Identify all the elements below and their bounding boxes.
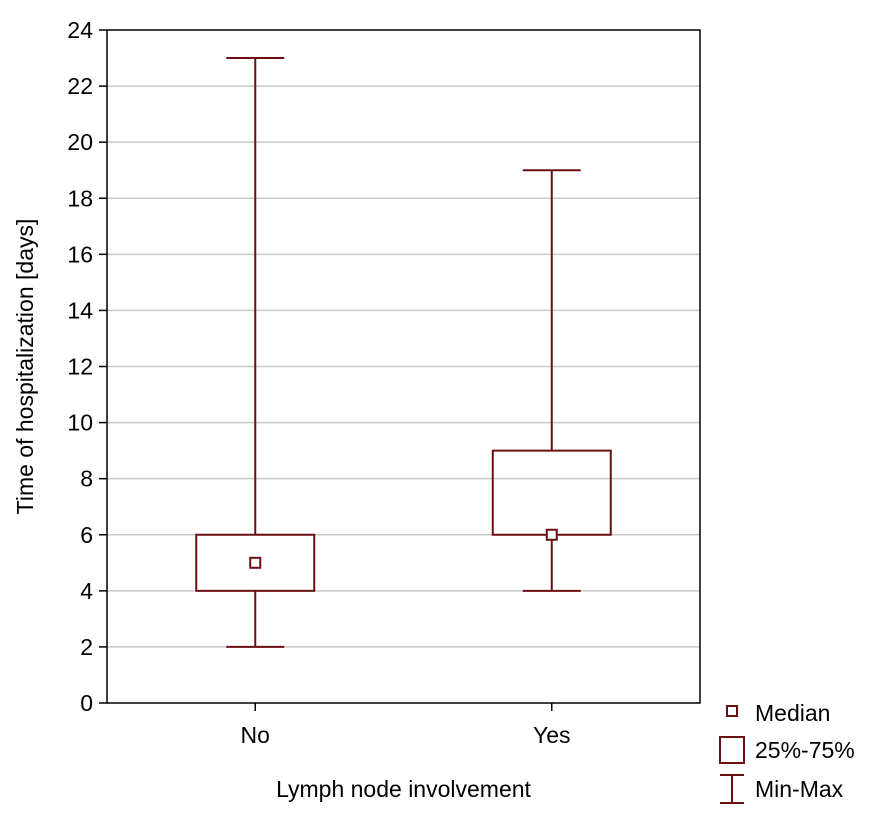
box-group-yes [491, 169, 612, 592]
y-tick-label: 6 [80, 522, 93, 548]
y-tick-label: 20 [67, 129, 93, 155]
x-tick-label: No [241, 722, 270, 748]
median-marker [249, 556, 262, 569]
legend-whisker-marker [720, 774, 744, 804]
iqr-box [195, 533, 316, 592]
y-tick-label: 14 [67, 297, 93, 323]
legend-box-marker [719, 736, 745, 764]
y-tick-label: 24 [67, 17, 93, 43]
x-axis-title: Lymph node involvement [276, 776, 531, 802]
x-axis-ticks: No Yes [241, 703, 571, 748]
y-tick-label: 18 [67, 185, 93, 211]
y-tick-label: 10 [67, 410, 93, 436]
y-tick-label: 12 [67, 354, 93, 380]
legend-median-label: Median [755, 700, 830, 726]
boxes [195, 57, 612, 648]
legend-box-label: 25%-75% [755, 737, 855, 763]
y-tick-label: 16 [67, 241, 93, 267]
x-tick-label: Yes [533, 722, 571, 748]
y-tick-label: 22 [67, 73, 93, 99]
y-tick-label: 4 [80, 578, 93, 604]
y-tick-label: 0 [80, 690, 93, 716]
legend-median-marker [726, 705, 738, 717]
iqr-box [491, 449, 612, 536]
y-axis-title: Time of hospitalization [days] [12, 219, 38, 515]
box-group-no [195, 57, 316, 648]
median-marker [545, 528, 558, 541]
legend-whisker-label: Min-Max [755, 776, 844, 802]
legend: Median 25%-75% Min-Max [719, 700, 855, 804]
y-tick-label: 2 [80, 634, 93, 660]
y-tick-label: 8 [80, 466, 93, 492]
